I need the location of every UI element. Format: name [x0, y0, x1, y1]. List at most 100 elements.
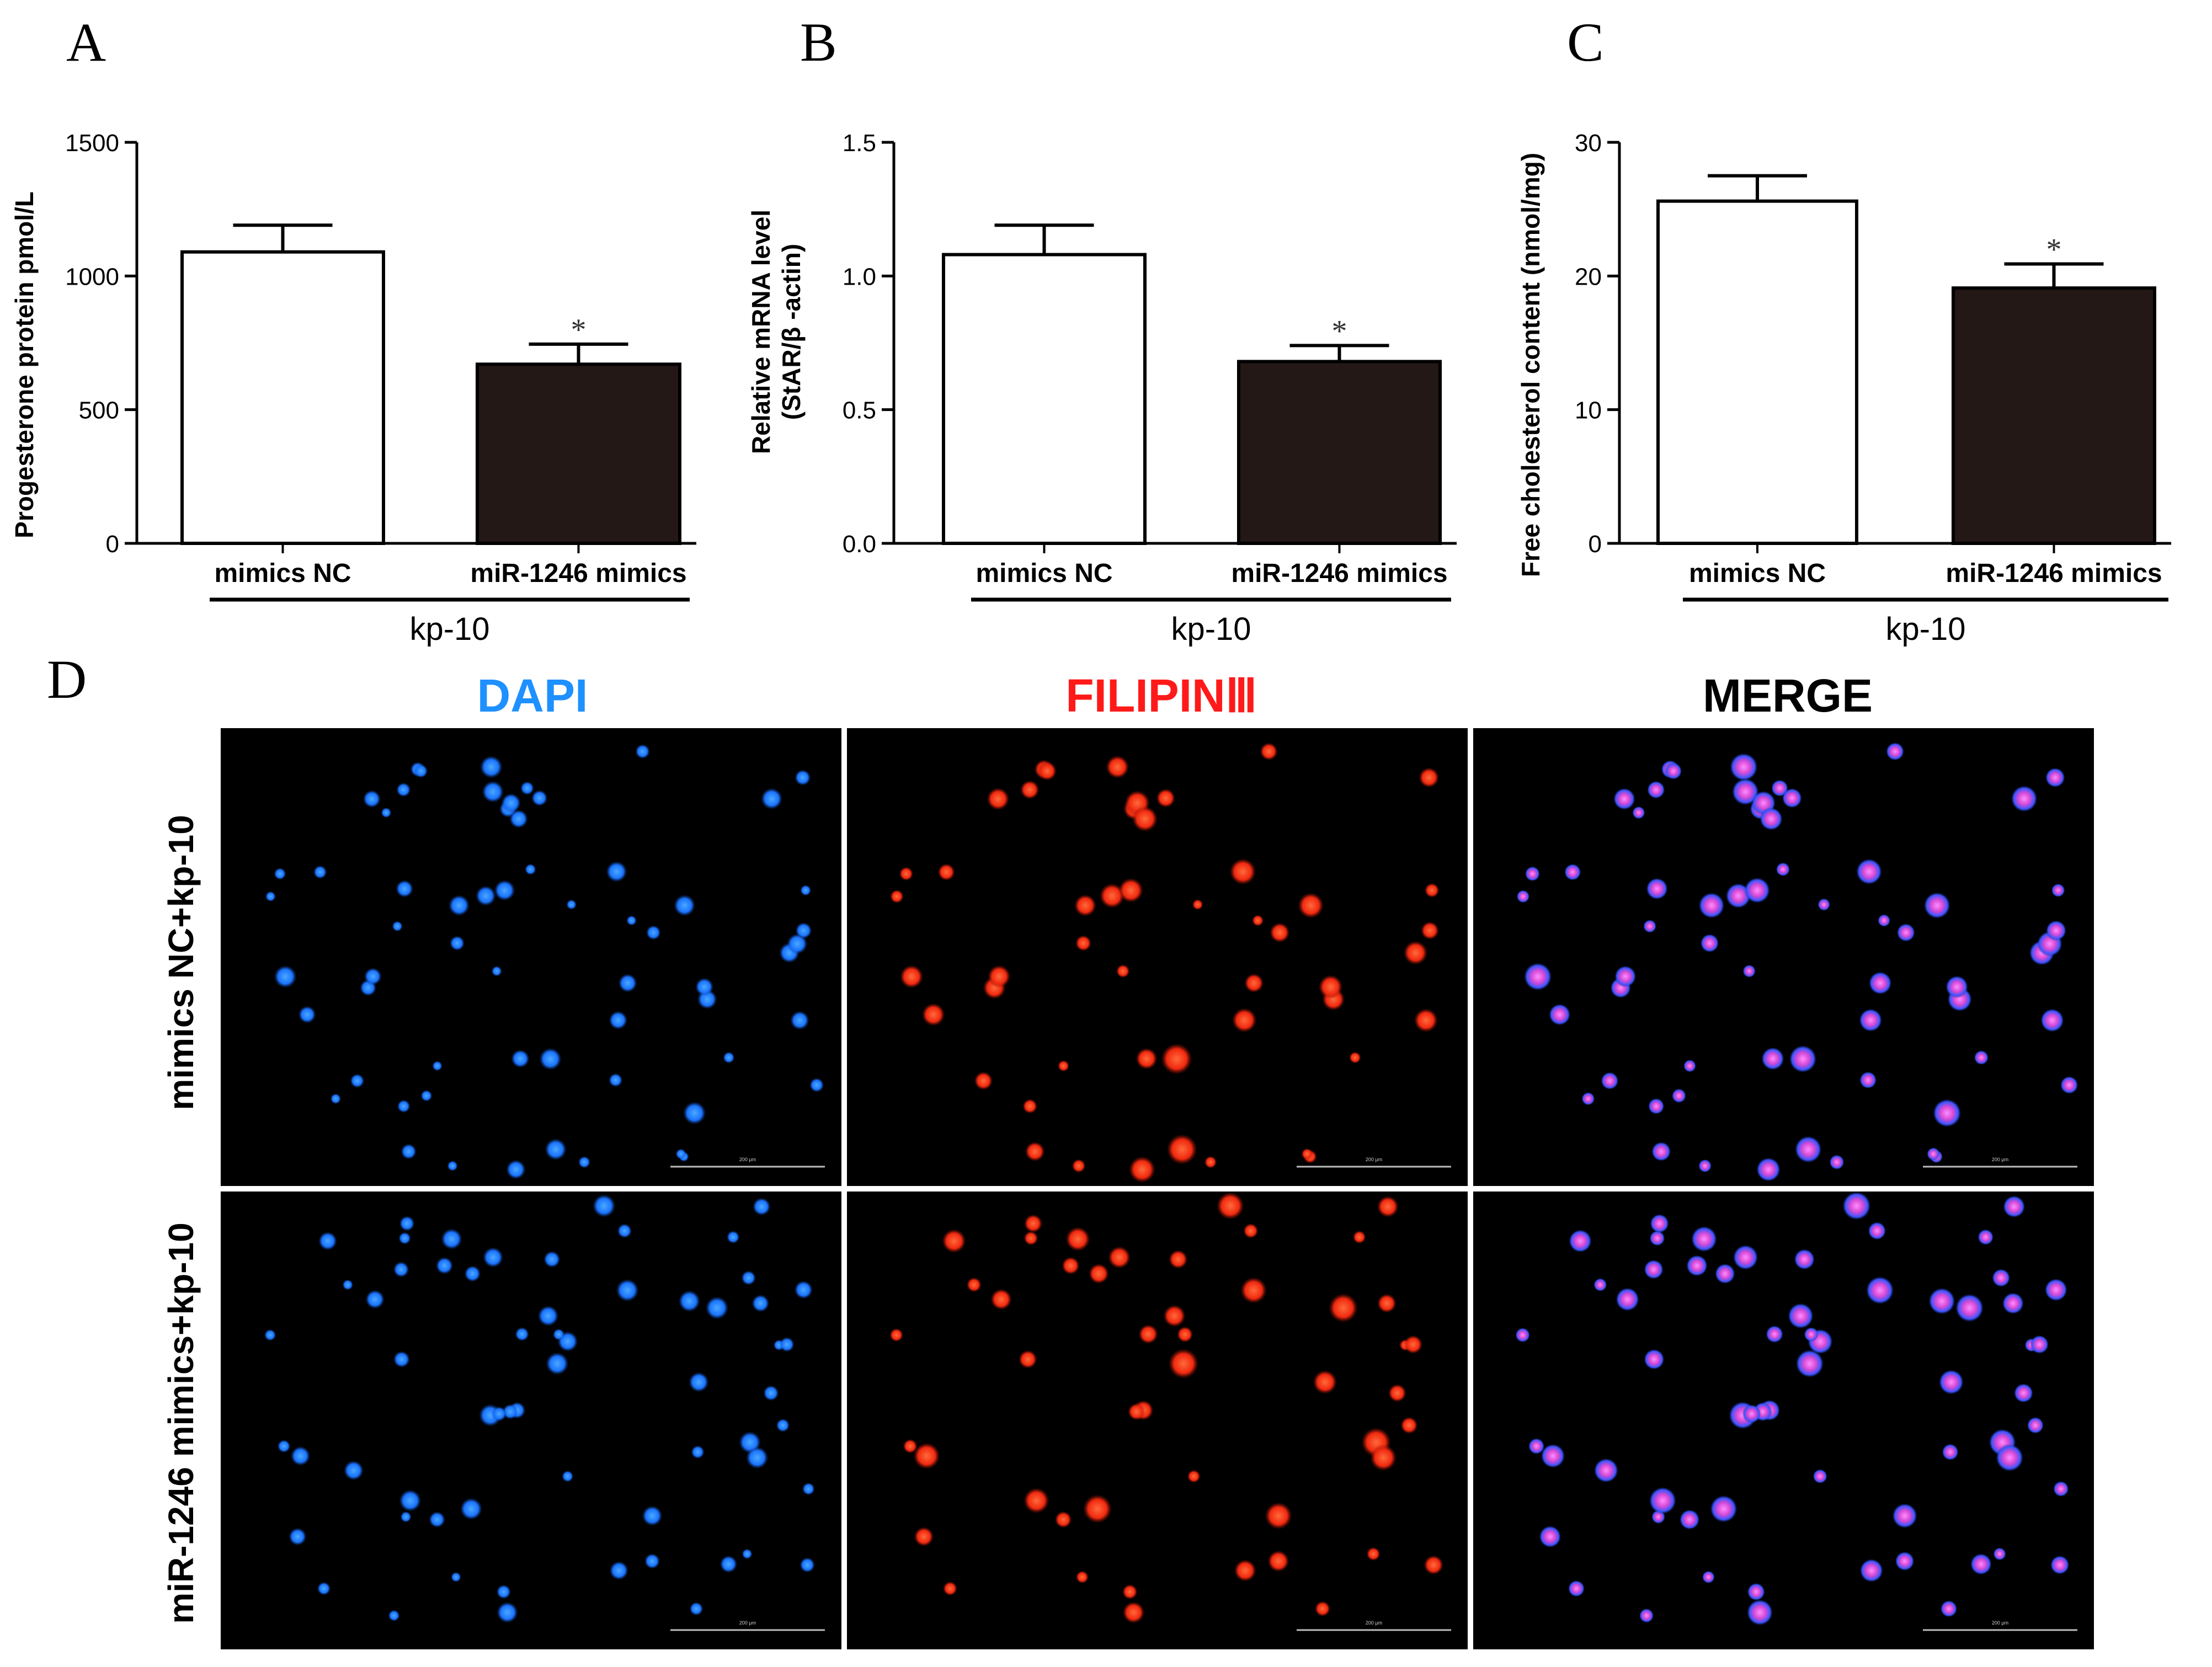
- significance-marker: *: [571, 313, 587, 347]
- column-title-dapi: DAPI: [477, 670, 588, 722]
- cell-blue: [795, 770, 811, 786]
- cell-blue: [674, 895, 696, 916]
- cell-blue: [689, 1372, 709, 1392]
- cell-blue: [626, 915, 637, 926]
- cell-blue: [435, 1257, 454, 1274]
- cell-merge: [1813, 1469, 1827, 1484]
- cell-blue: [464, 1265, 481, 1282]
- cell-merge: [1568, 1580, 1585, 1597]
- cell-blue: [642, 1505, 663, 1526]
- cell-red: [1025, 1141, 1045, 1162]
- cell-merge: [1978, 1229, 1994, 1245]
- micrograph-background: [1473, 728, 2094, 1186]
- cell-red: [1388, 1384, 1406, 1402]
- cell-blue: [617, 1223, 632, 1238]
- category-label: miR-1246 mimics: [470, 559, 686, 588]
- cell-red: [1166, 1134, 1197, 1165]
- y-tick-label: 500: [79, 397, 119, 424]
- micrograph-filipin-mir-1246: 200 μm: [847, 1192, 1468, 1649]
- cell-merge: [1644, 1349, 1665, 1370]
- cell-blue: [695, 977, 713, 996]
- cell-merge: [1613, 788, 1635, 810]
- category-label: mimics NC: [976, 559, 1112, 588]
- cell-blue: [277, 1439, 291, 1453]
- cell-red: [1244, 973, 1264, 993]
- cell-blue: [531, 790, 548, 806]
- cell-merge: [1541, 1444, 1565, 1468]
- micrograph-background: [1473, 1192, 2094, 1649]
- cell-red: [1243, 1223, 1259, 1238]
- cell-red: [1313, 1370, 1337, 1394]
- cell-blue: [363, 790, 381, 808]
- cell-merge: [1710, 1495, 1737, 1522]
- cell-red: [1403, 941, 1428, 965]
- cell-red: [1349, 1051, 1361, 1064]
- bar-mimics-nc: [180, 250, 385, 546]
- cell-red: [990, 1289, 1012, 1310]
- scale-bar-label: 200 μm: [1366, 1620, 1382, 1626]
- cell-blue: [539, 1048, 562, 1070]
- cell-merge: [1817, 898, 1830, 911]
- cell-red: [1163, 1305, 1186, 1327]
- cell-blue: [274, 868, 286, 880]
- cell-blue: [441, 1228, 462, 1250]
- cell-merge: [1859, 1559, 1883, 1583]
- cell-red: [1352, 1230, 1366, 1244]
- cell-blue: [543, 1251, 561, 1268]
- cell-red: [1022, 1099, 1037, 1114]
- cell-merge: [2046, 920, 2066, 941]
- cell-blue: [675, 1148, 686, 1160]
- cell-merge: [1593, 1458, 1618, 1483]
- bar-mir-1246-mimics: [476, 362, 681, 545]
- cell-red: [1168, 1348, 1199, 1379]
- cell-merge: [1569, 1230, 1592, 1253]
- cell-merge: [1524, 963, 1552, 991]
- cell-merge: [2050, 1556, 2070, 1574]
- cell-merge: [1525, 866, 1540, 881]
- cell-merge: [1761, 1047, 1784, 1070]
- cell-blue: [479, 756, 503, 778]
- cell-red: [1054, 1511, 1072, 1528]
- cell-red: [1019, 1350, 1037, 1369]
- cell-blue: [289, 1527, 307, 1546]
- cell-red: [1240, 1277, 1267, 1303]
- cell-merge: [2060, 1076, 2078, 1094]
- cell-blue: [609, 1011, 628, 1030]
- significance-marker: *: [2046, 233, 2062, 267]
- cell-blue: [460, 1498, 482, 1520]
- y-tick-label: 30: [1575, 130, 1602, 157]
- cell-blue: [476, 885, 496, 906]
- cell-merge: [2045, 767, 2065, 788]
- cell-blue: [350, 1073, 365, 1088]
- cell-blue: [429, 1511, 445, 1528]
- cell-merge: [2002, 1292, 2024, 1315]
- cell-blue: [482, 781, 504, 803]
- cell-blue: [317, 1581, 331, 1595]
- micrograph-background: [221, 1192, 841, 1649]
- cell-red: [1118, 878, 1143, 903]
- cell-red: [1301, 1148, 1313, 1160]
- cell-blue: [290, 1446, 311, 1466]
- cell-red: [1122, 1584, 1138, 1600]
- cell-blue: [525, 863, 536, 875]
- cell-merge: [1923, 892, 1950, 919]
- cell-red: [913, 1442, 940, 1470]
- cell-red: [974, 1071, 993, 1091]
- cell-blue: [502, 1404, 518, 1420]
- cell-blue: [388, 1610, 400, 1622]
- scale-bar-label: 200 μm: [739, 1157, 756, 1162]
- cell-merge: [1896, 923, 1915, 942]
- cell-blue: [794, 1280, 813, 1299]
- cell-merge: [1946, 975, 1968, 998]
- cell-blue: [330, 1093, 342, 1104]
- cell-blue: [344, 1460, 364, 1481]
- y-tick-label: 1500: [65, 130, 119, 157]
- cell-blue: [787, 933, 808, 954]
- cell-blue: [393, 1262, 409, 1278]
- cell-merge: [1593, 1278, 1607, 1292]
- cell-merge: [1643, 920, 1656, 933]
- cell-blue: [396, 782, 411, 797]
- chart-b-star-mrna: 0.0 0.5 1.0 1.5 Relative mRNA level (StAR/β -…: [747, 130, 1457, 647]
- cell-blue: [399, 1489, 422, 1512]
- cell-blue: [795, 922, 812, 939]
